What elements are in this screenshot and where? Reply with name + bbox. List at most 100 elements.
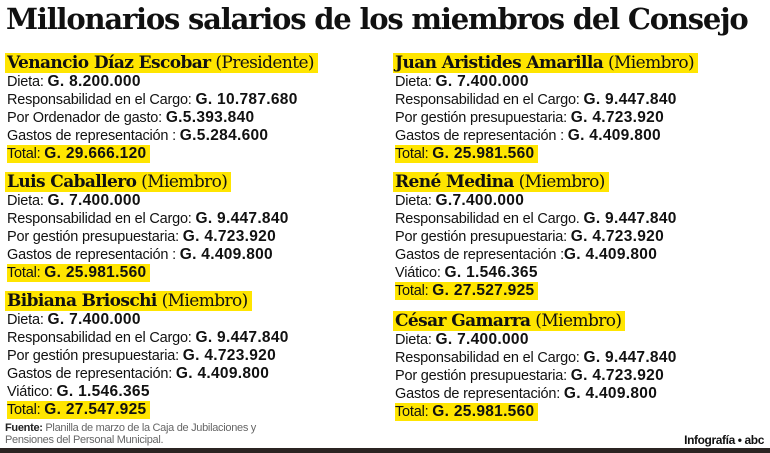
item-value: G. 4.723.920 xyxy=(182,228,276,245)
member-name-highlight: Luis Caballero (Miembro) xyxy=(5,172,232,192)
item-value: G. 4.409.800 xyxy=(567,127,661,144)
total-highlight: Total: G. 25.981.560 xyxy=(395,145,539,163)
total-label: Total: xyxy=(7,265,45,281)
item-value: G.7.400.000 xyxy=(435,192,525,209)
member-name: Luis Caballero xyxy=(7,172,137,192)
salary-item: Por Ordenador de gasto: G.5.393.840 xyxy=(5,109,385,127)
item-value: G. 4.723.920 xyxy=(570,228,664,245)
item-value: G. 4.723.920 xyxy=(570,109,664,126)
item-value: G. 9.447.840 xyxy=(583,210,677,227)
item-value: G. 4.723.920 xyxy=(570,367,664,384)
member-card: Luis Caballero (Miembro) Dieta: G. 7.400.… xyxy=(5,172,385,282)
total-label: Total: xyxy=(395,283,433,299)
item-value: G.5.393.840 xyxy=(165,109,255,126)
source-text: Planilla de marzo de la Caja de Jubilaci… xyxy=(5,422,256,446)
total-label: Total: xyxy=(395,404,433,420)
member-card: Bibiana Brioschi (Miembro) Dieta: G. 7.40… xyxy=(5,291,385,419)
total-label: Total: xyxy=(395,146,433,162)
salary-item: Gastos de representación: G. 4.409.800 xyxy=(5,365,385,383)
item-label: Por Ordenador de gasto: xyxy=(7,110,166,126)
total-value: G. 29.666.120 xyxy=(44,145,147,162)
item-label: Por gestión presupuestaria: xyxy=(7,348,183,364)
item-value: G. 10.787.680 xyxy=(195,91,298,108)
item-label: Responsabilidad en el Cargo: xyxy=(7,211,196,227)
member-name: César Gamarra xyxy=(395,311,531,331)
salary-item: Dieta: G. 7.400.000 xyxy=(5,192,385,210)
item-label: Por gestión presupuestaria: xyxy=(7,229,183,245)
bottom-bar xyxy=(0,448,770,453)
page-title: Millonarios salarios de los miembros del… xyxy=(6,2,749,36)
item-label: Responsabilidad en el Cargo: xyxy=(7,92,196,108)
credit-logo: Infografía • abc xyxy=(684,433,764,447)
item-value: G.5.284.600 xyxy=(179,127,269,144)
total-label: Total: xyxy=(7,146,45,162)
item-label: Dieta: xyxy=(7,193,48,209)
total-highlight: Total: G. 25.981.560 xyxy=(7,264,151,282)
item-label: Por gestión presupuestaria: xyxy=(395,229,571,245)
total-value: G. 27.527.925 xyxy=(432,282,535,299)
source-label: Fuente: xyxy=(5,422,46,434)
member-role: (Miembro) xyxy=(161,291,249,311)
salary-item: Responsabilidad en el Cargo: G. 10.787.6… xyxy=(5,91,385,109)
salary-item: Por gestión presupuestaria: G. 4.723.920 xyxy=(393,228,770,246)
item-value: G. 8.200.000 xyxy=(47,73,141,90)
salary-item: Responsabilidad en el Cargo: G. 9.447.84… xyxy=(5,329,385,347)
item-label: Responsabilidad en el Cargo: xyxy=(7,330,196,346)
salary-item: Dieta: G.7.400.000 xyxy=(393,192,770,210)
salary-item: Gastos de representación: G. 4.409.800 xyxy=(393,385,770,403)
item-value: G. 4.409.800 xyxy=(563,246,658,263)
item-label: Gastos de representación : xyxy=(7,128,180,144)
item-label: Gastos de representación : xyxy=(7,247,180,263)
item-value: G. 1.546.365 xyxy=(444,264,538,281)
member-card: René Medina (Miembro) Dieta: G.7.400.000 R… xyxy=(393,172,770,300)
member-role: (Miembro) xyxy=(141,172,228,192)
salary-item: Responsabilidad en el Cargo: G. 9.447.84… xyxy=(5,210,385,228)
item-value: G. 4.723.920 xyxy=(182,347,276,364)
item-label: Dieta: xyxy=(395,74,436,90)
item-label: Viático: xyxy=(395,265,445,281)
item-label: Dieta: xyxy=(7,312,48,328)
item-label: Responsabilidad en el Cargo: xyxy=(395,350,584,366)
member-name: Bibiana Brioschi xyxy=(7,291,157,311)
salary-item: Viático: G. 1.546.365 xyxy=(393,264,770,282)
total-highlight: Total: G. 27.547.925 xyxy=(7,401,151,419)
total-value: G. 25.981.560 xyxy=(432,403,535,420)
member-card: Venancio Díaz Escobar (Presidente) Dieta:… xyxy=(5,53,385,163)
salary-item: Gastos de representación : G. 4.409.800 xyxy=(5,246,385,264)
item-label: Viático: xyxy=(7,384,57,400)
item-label: Dieta: xyxy=(395,332,436,348)
salary-item: Gastos de representación : G. 4.409.800 xyxy=(393,127,770,145)
item-value: G. 4.409.800 xyxy=(563,385,658,402)
member-role: (Presidente) xyxy=(215,53,314,73)
item-value: G. 7.400.000 xyxy=(435,331,529,348)
item-label: Dieta: xyxy=(395,193,436,209)
item-label: Por gestión presupuestaria: xyxy=(395,110,571,126)
salary-item: Por gestión presupuestaria: G. 4.723.920 xyxy=(5,228,385,246)
item-label: Gastos de representación : xyxy=(395,247,564,263)
item-value: G. 9.447.840 xyxy=(583,349,677,366)
member-name-highlight: Bibiana Brioschi (Miembro) xyxy=(5,291,252,311)
item-value: G. 1.546.365 xyxy=(56,383,150,400)
salary-item: Viático: G. 1.546.365 xyxy=(5,383,385,401)
item-value: G. 9.447.840 xyxy=(195,329,289,346)
member-name-highlight: César Gamarra (Miembro) xyxy=(393,311,626,331)
salary-item: Por gestión presupuestaria: G. 4.723.920 xyxy=(5,347,385,365)
total-highlight: Total: G. 29.666.120 xyxy=(7,145,151,163)
item-label: Gastos de representación: xyxy=(7,366,176,382)
member-name: Juan Aristides Amarilla xyxy=(395,53,604,73)
item-label: Por gestión presupuestaria: xyxy=(395,368,571,384)
total-highlight: Total: G. 27.527.925 xyxy=(395,282,539,300)
salary-item: Por gestión presupuestaria: G. 4.723.920 xyxy=(393,109,770,127)
item-value: G. 7.400.000 xyxy=(435,73,529,90)
item-label: Responsabilidad en el Cargo: xyxy=(395,92,584,108)
salary-item: Gastos de representación :G. 4.409.800 xyxy=(393,246,770,264)
total-value: G. 27.547.925 xyxy=(44,401,147,418)
member-name: Venancio Díaz Escobar xyxy=(7,53,211,73)
salary-item: Por gestión presupuestaria: G. 4.723.920 xyxy=(393,367,770,385)
item-value: G. 4.409.800 xyxy=(179,246,273,263)
item-label: Gastos de representación : xyxy=(395,128,568,144)
member-card: César Gamarra (Miembro) Dieta: G. 7.400.0… xyxy=(393,311,770,421)
member-name-highlight: Juan Aristides Amarilla (Miembro) xyxy=(393,53,699,73)
item-label: Gastos de representación: xyxy=(395,386,564,402)
total-value: G. 25.981.560 xyxy=(44,264,147,281)
